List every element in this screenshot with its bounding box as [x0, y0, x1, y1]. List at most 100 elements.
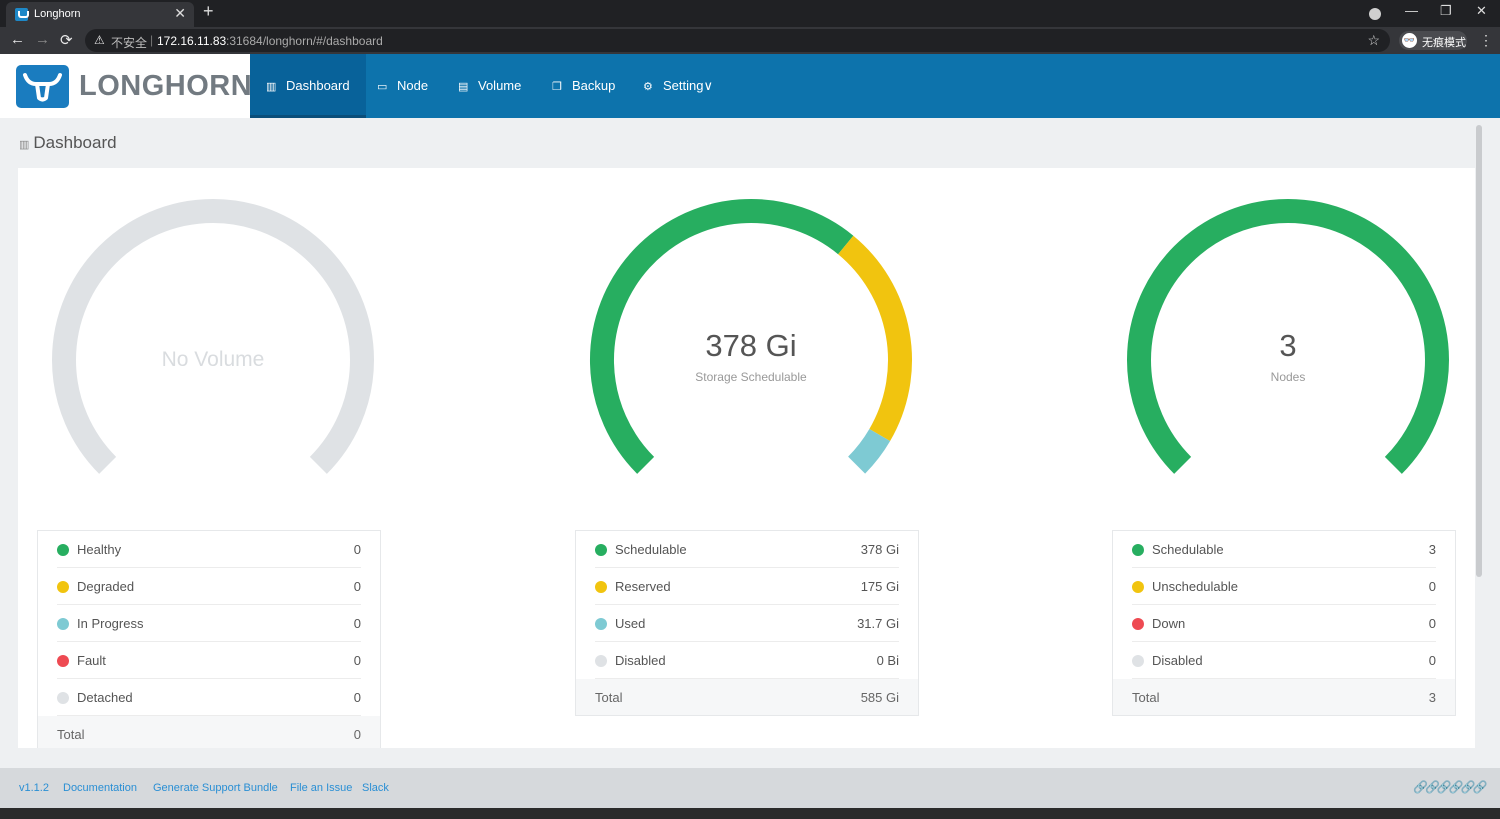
incognito-label: 无痕模式 — [1422, 37, 1466, 49]
footer: v1.1.2 Documentation Generate Support Bu… — [0, 768, 1500, 808]
stat-row[interactable]: Disabled 0 Bi — [595, 642, 899, 679]
stat-value: 0 — [1428, 579, 1436, 594]
stat-row[interactable]: Disabled 0 — [1132, 642, 1436, 679]
nav-label: Volume — [478, 78, 522, 93]
status-dot-icon — [1132, 618, 1144, 630]
back-icon[interactable]: ← — [10, 31, 25, 48]
monitor-icon: ▭ — [377, 81, 388, 93]
app-header: LONGHORN ▥ Dashboard ▭ Node ▤ Volume ❐ Backu… — [0, 54, 1500, 118]
stat-row[interactable]: Unschedulable 0 — [1132, 568, 1436, 605]
documentation-link[interactable]: Documentation — [63, 782, 137, 794]
nav-node[interactable]: ▭ Node — [361, 54, 444, 118]
new-tab-button[interactable]: + — [203, 1, 214, 21]
nav-label: Dashboard — [286, 78, 350, 93]
forward-icon[interactable]: → — [35, 31, 50, 48]
longhorn-favicon-icon — [15, 8, 29, 21]
total-value: 0 — [353, 727, 361, 742]
storage-stats-table: Schedulable 378 Gi Reserved 175 Gi Used 31.… — [575, 530, 919, 716]
status-dot-icon — [595, 544, 607, 556]
gauge-arc-schedulable — [590, 198, 854, 474]
stat-value: 0 — [353, 616, 361, 631]
volume-stats-table: Healthy 0 Degraded 0 In Progress 0 Fault 0 D… — [37, 530, 381, 748]
nodes-count-value: 3 — [1279, 328, 1297, 363]
stat-value: 0 — [353, 653, 361, 668]
url-path: :31684/longhorn/#/dashboard — [226, 34, 383, 48]
no-volume-label: No Volume — [161, 348, 265, 371]
status-dot-icon — [1132, 544, 1144, 556]
logo[interactable]: LONGHORN — [0, 54, 253, 118]
nav-label: Backup — [572, 78, 616, 93]
storage-schedulable-label: Storage Schedulable — [695, 370, 807, 384]
stat-row[interactable]: Detached 0 — [57, 679, 361, 716]
support-bundle-link[interactable]: Generate Support Bundle — [153, 782, 278, 794]
stat-row[interactable]: Reserved 175 Gi — [595, 568, 899, 605]
status-dot-icon — [1132, 581, 1144, 593]
stat-label: In Progress — [77, 616, 144, 631]
stat-row[interactable]: Used 31.7 Gi — [595, 605, 899, 642]
nav-label: Setting — [663, 78, 704, 93]
stat-value: 0 Bi — [876, 653, 899, 668]
taskbar-strip — [0, 808, 1500, 819]
nodes-gauge-svg — [1127, 199, 1449, 474]
nav-backup[interactable]: ❐ Backup — [536, 54, 631, 118]
total-row: Total 3 — [1113, 679, 1455, 715]
tab-close-icon[interactable]: ✕ — [174, 5, 186, 21]
gauge-arc-reserved — [837, 235, 912, 442]
status-dot-icon — [57, 692, 69, 704]
version-link[interactable]: v1.1.2 — [19, 782, 49, 794]
slack-link[interactable]: Slack — [362, 782, 389, 794]
volume-gauge-svg — [52, 199, 374, 474]
bookmark-star-icon[interactable]: ☆ — [1367, 32, 1380, 48]
bar-chart-icon: ▥ — [19, 139, 30, 151]
status-dot-icon — [57, 581, 69, 593]
reload-icon[interactable]: ⟳ — [60, 32, 73, 49]
browser-tab-strip: Longhorn ✕ + — ❐ ✕ — [0, 0, 1500, 27]
incognito-badge[interactable]: 👓 无痕模式 — [1399, 31, 1467, 50]
stat-label: Degraded — [77, 579, 135, 594]
total-row: Total 585 Gi — [576, 679, 918, 715]
nodes-count-label: Nodes — [1270, 370, 1306, 384]
browser-tab[interactable]: Longhorn ✕ — [6, 2, 194, 27]
stat-row[interactable]: Schedulable 3 — [1132, 531, 1436, 568]
stat-label: Disabled — [615, 653, 666, 668]
stat-label: Reserved — [615, 579, 671, 594]
stat-value: 0 — [353, 579, 361, 594]
total-row: Total 0 — [38, 716, 380, 748]
tab-title: Longhorn — [34, 8, 81, 20]
close-window-button[interactable]: ✕ — [1476, 3, 1487, 18]
browser-menu-icon[interactable]: ⋮ — [1479, 32, 1493, 48]
copy-icon: ❐ — [552, 81, 562, 93]
scrollbar-thumb[interactable] — [1476, 125, 1482, 577]
total-label: Total — [57, 727, 85, 742]
file-issue-link[interactable]: File an Issue — [290, 782, 353, 794]
total-value: 3 — [1428, 690, 1436, 705]
stat-row[interactable]: Schedulable 378 Gi — [595, 531, 899, 568]
stat-row[interactable]: Down 0 — [1132, 605, 1436, 642]
tab-search-icon[interactable] — [1369, 8, 1381, 20]
stat-value: 175 Gi — [860, 579, 899, 594]
stat-row[interactable]: In Progress 0 — [57, 605, 361, 642]
minimize-button[interactable]: — — [1405, 3, 1418, 18]
stat-row[interactable]: Degraded 0 — [57, 568, 361, 605]
stat-label: Schedulable — [615, 542, 687, 557]
nav-setting[interactable]: ⚙ Setting∨ — [627, 54, 729, 118]
restore-button[interactable]: ❐ — [1440, 3, 1452, 18]
stat-row[interactable]: Healthy 0 — [57, 531, 361, 568]
gauge-track — [52, 199, 374, 474]
status-dot-icon — [595, 618, 607, 630]
address-bar[interactable]: ⚠ 不安全 | 172.16.11.83 :31684/longhorn/#/d… — [85, 29, 1390, 52]
stat-row[interactable]: Fault 0 — [57, 642, 361, 679]
logo-text: LONGHORN — [79, 70, 253, 102]
nodes-gauge: 3 Nodes — [1123, 198, 1453, 488]
nav-dashboard[interactable]: ▥ Dashboard — [250, 54, 366, 118]
stat-value: 378 Gi — [860, 542, 899, 557]
nav-volume[interactable]: ▤ Volume — [442, 54, 537, 118]
stat-value: 0 — [353, 542, 361, 557]
nodes-stats-table: Schedulable 3 Unschedulable 0 Down 0 Disabl… — [1112, 530, 1456, 716]
stat-value: 0 — [353, 690, 361, 705]
storage-schedulable-value: 378 Gi — [705, 328, 797, 363]
storage-gauge: 378 Gi Storage Schedulable — [586, 198, 916, 488]
stat-value: 31.7 Gi — [857, 616, 899, 631]
database-icon: ▤ — [458, 81, 469, 93]
volume-gauge: No Volume — [48, 198, 378, 488]
